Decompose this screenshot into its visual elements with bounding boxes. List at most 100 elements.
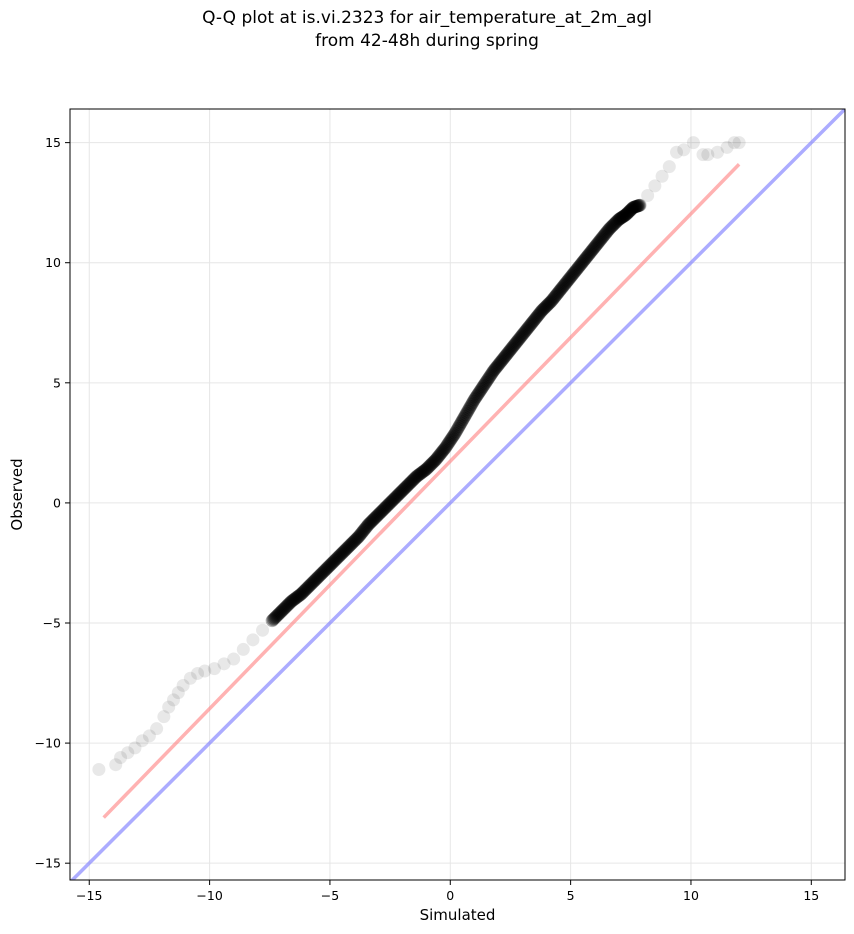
data-point — [541, 298, 555, 312]
data-point — [444, 432, 458, 446]
data-point — [334, 547, 348, 561]
data-point — [539, 300, 553, 314]
data-point — [560, 275, 574, 289]
data-point — [433, 448, 447, 462]
data-point — [344, 537, 358, 551]
data-point — [631, 199, 645, 213]
x-tick-label: 15 — [803, 888, 819, 903]
data-point — [511, 334, 525, 348]
data-point — [623, 203, 637, 217]
data-point — [410, 469, 424, 483]
data-point — [569, 263, 583, 277]
data-point — [176, 678, 190, 692]
data-point — [354, 527, 368, 541]
data-point — [450, 423, 464, 437]
data-point — [287, 592, 301, 606]
data-point — [623, 204, 637, 218]
data-point — [162, 700, 176, 714]
data-point — [335, 546, 349, 560]
data-point — [617, 209, 631, 223]
data-point — [327, 555, 341, 569]
data-point — [275, 604, 289, 618]
data-point — [506, 340, 520, 354]
fit-line — [102, 163, 741, 819]
data-point — [269, 610, 283, 624]
data-point — [605, 219, 619, 233]
data-point — [572, 259, 586, 273]
data-point — [593, 233, 607, 247]
data-point — [633, 198, 647, 212]
data-point — [478, 377, 492, 391]
data-point — [309, 572, 323, 586]
data-point — [334, 548, 348, 562]
data-point — [622, 205, 636, 219]
data-point — [580, 250, 594, 264]
data-point — [626, 200, 640, 214]
data-point — [615, 210, 629, 224]
data-point — [246, 633, 260, 647]
data-point — [432, 449, 446, 463]
data-point — [501, 346, 515, 360]
data-point — [502, 345, 516, 359]
data-point — [267, 612, 281, 626]
data-point — [383, 496, 397, 510]
chart-subtitle: from 42-48h during spring — [315, 31, 539, 51]
data-point — [217, 657, 231, 671]
data-point — [420, 461, 434, 475]
data-point — [591, 237, 605, 251]
data-point — [499, 348, 513, 362]
data-point — [362, 517, 376, 531]
data-point — [393, 486, 407, 500]
data-point — [328, 554, 342, 568]
data-point — [302, 579, 316, 593]
data-point — [475, 381, 489, 395]
data-point — [408, 471, 422, 485]
data-point — [513, 331, 527, 345]
data-point — [385, 494, 399, 508]
data-point — [462, 403, 476, 417]
data-point — [536, 303, 550, 317]
data-point — [470, 388, 484, 402]
data-point — [109, 758, 123, 772]
data-point — [388, 491, 402, 505]
data-point — [587, 241, 601, 255]
data-point — [481, 372, 495, 386]
data-point — [291, 589, 305, 603]
data-point — [454, 416, 468, 430]
data-point — [570, 262, 584, 276]
data-point — [348, 533, 362, 547]
data-point — [374, 505, 388, 519]
grid — [70, 109, 845, 880]
data-point — [283, 595, 297, 609]
data-point — [453, 418, 467, 432]
data-point — [273, 606, 287, 620]
data-point — [488, 363, 502, 377]
data-point — [522, 319, 536, 333]
data-point — [463, 399, 477, 413]
data-point — [424, 457, 438, 471]
data-point — [606, 218, 620, 232]
data-point — [372, 507, 386, 521]
data-point — [525, 316, 539, 330]
data-point — [564, 270, 578, 284]
data-point — [601, 223, 615, 237]
data-point — [555, 281, 569, 295]
data-point — [609, 215, 623, 229]
data-point — [603, 221, 617, 235]
data-point — [438, 442, 452, 456]
data-point — [632, 199, 646, 213]
data-point — [114, 751, 128, 765]
data-point — [378, 501, 392, 515]
data-point — [521, 321, 535, 335]
data-point — [308, 574, 322, 588]
data-point — [268, 611, 282, 625]
data-point — [552, 285, 566, 299]
data-point — [135, 734, 149, 748]
data-point — [404, 475, 418, 489]
data-point — [630, 199, 644, 213]
data-point — [455, 414, 469, 428]
data-point — [265, 614, 279, 628]
data-point — [290, 590, 304, 604]
data-point — [567, 265, 581, 279]
data-point — [610, 214, 624, 228]
